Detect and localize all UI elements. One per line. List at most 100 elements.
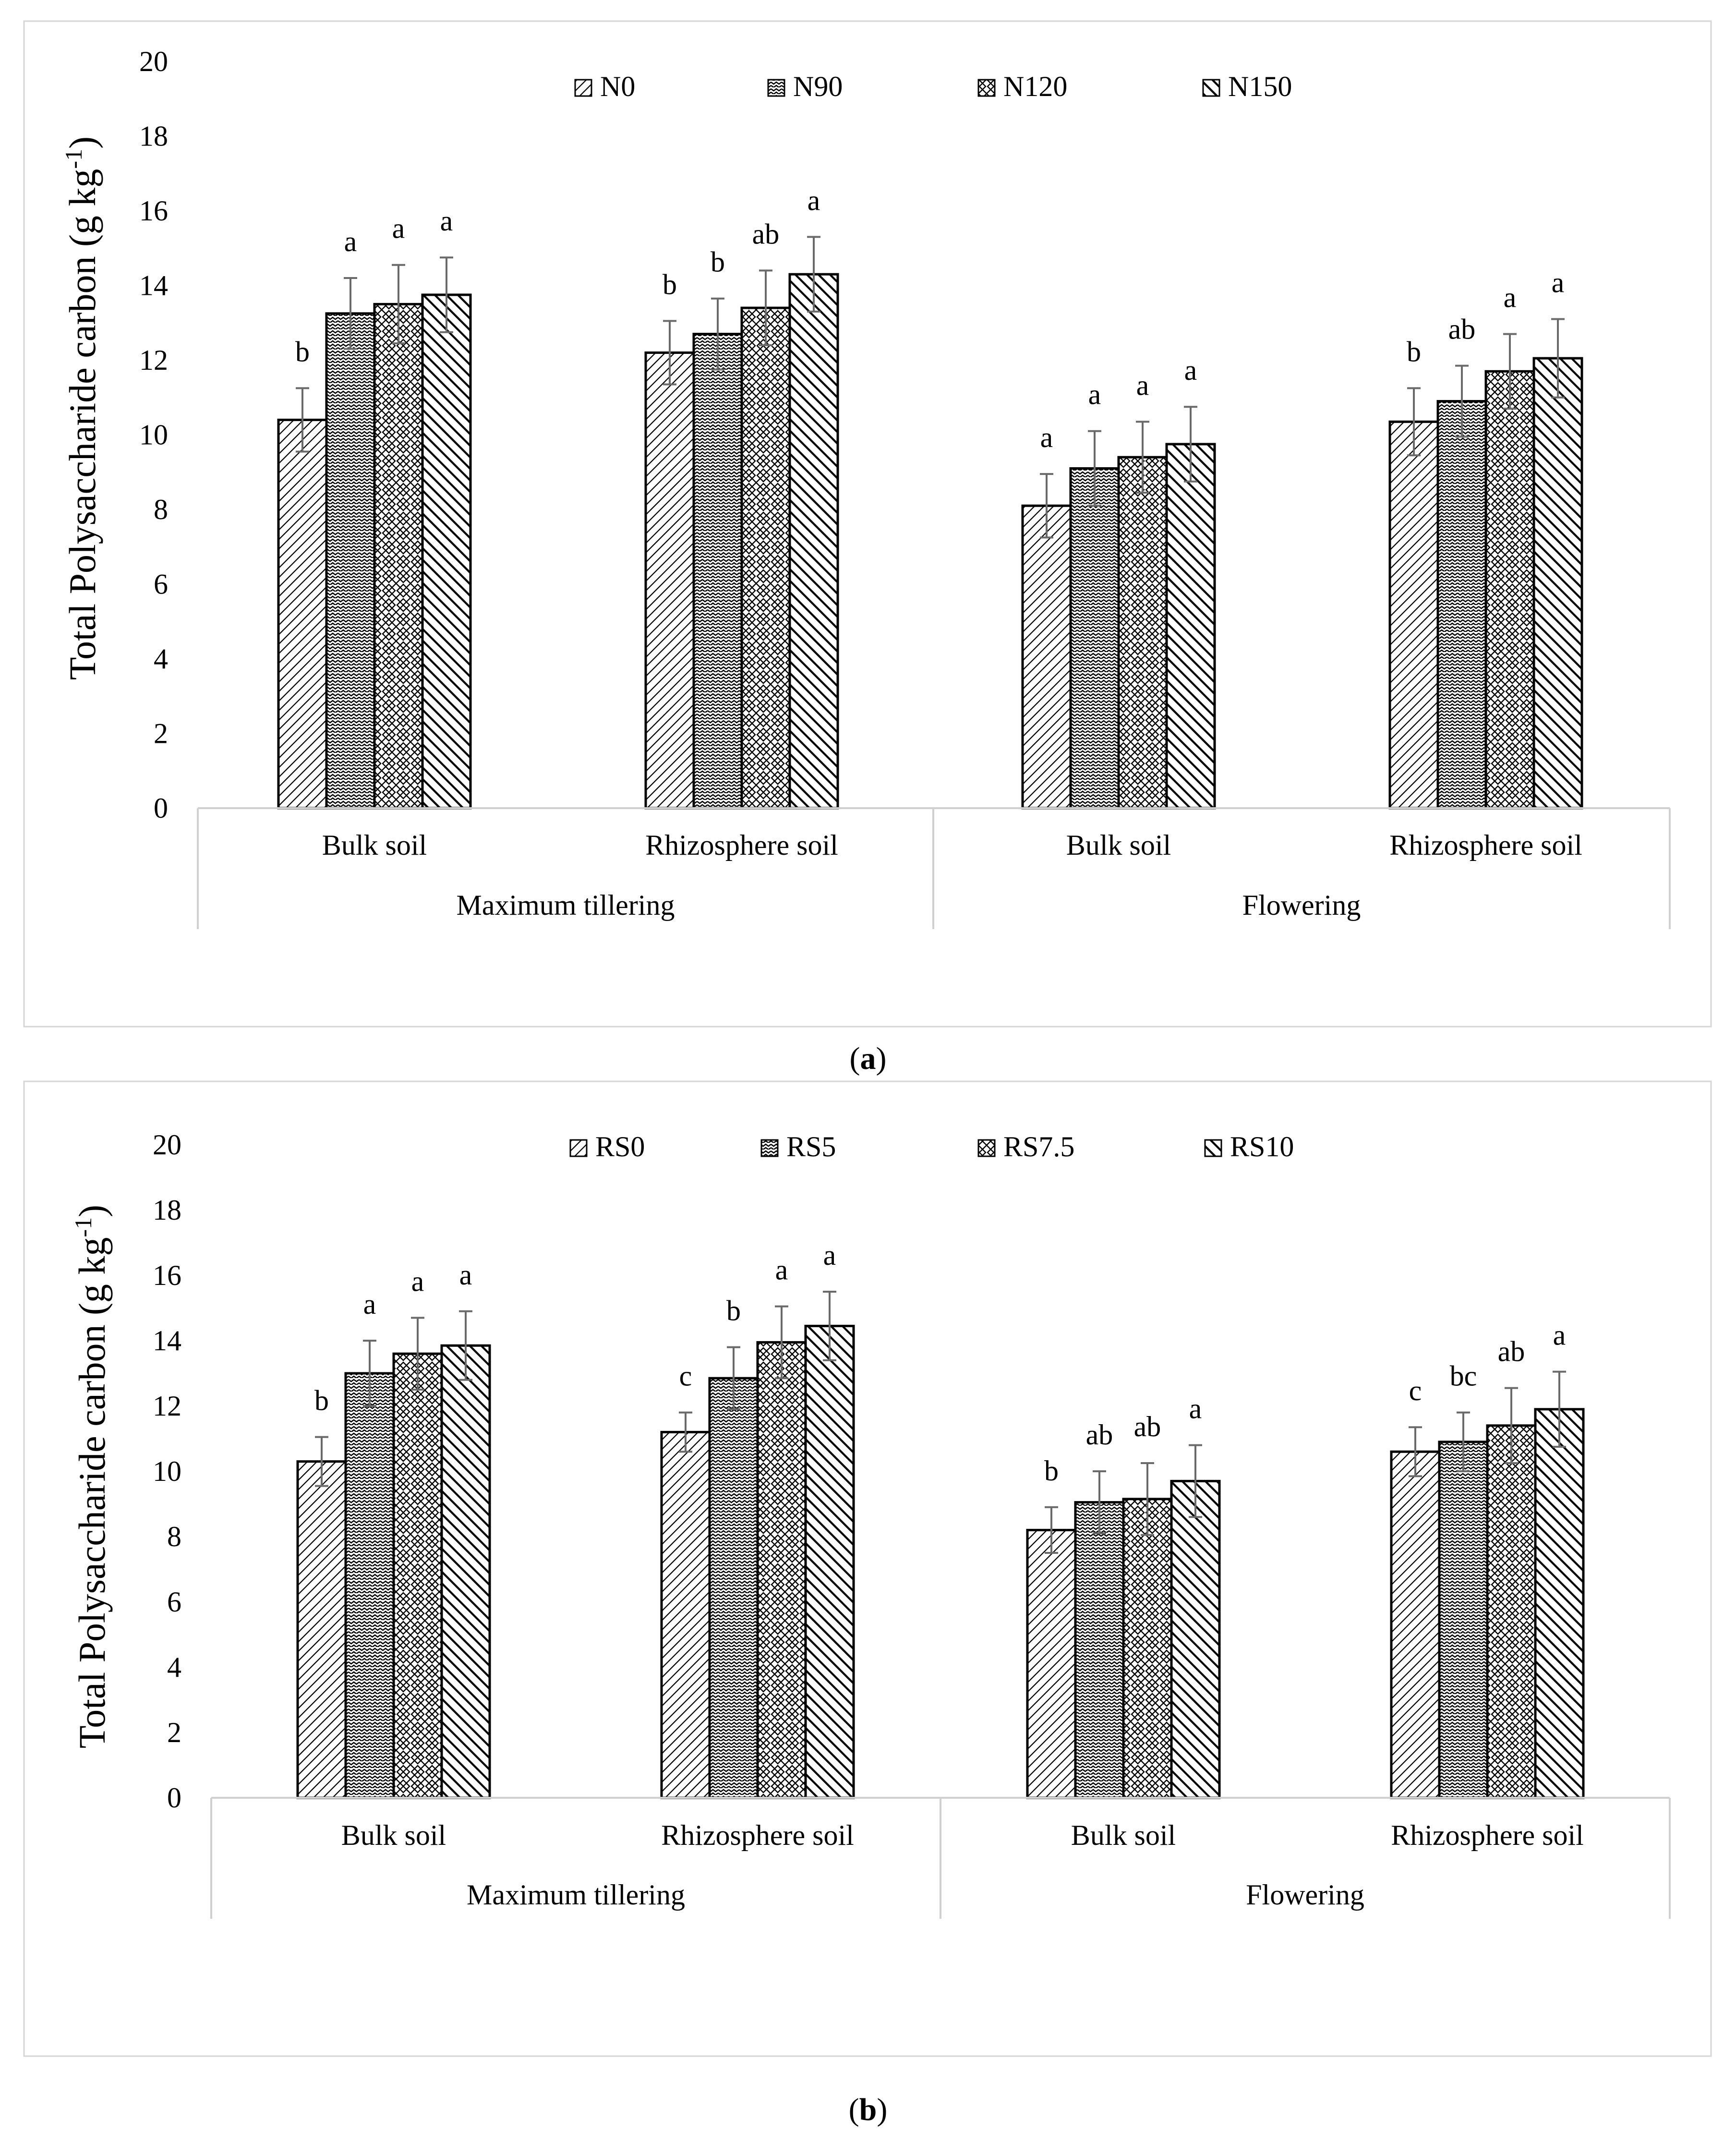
panel-a-sig-letter-n150-cat3: a: [1184, 354, 1197, 386]
panel-a-legend: N0 N90 N120 N150: [574, 71, 1292, 102]
panel-b-bar-rs10-cat1: [440, 1344, 491, 1799]
panel-a-bar-n0-cat4: [1388, 420, 1439, 810]
panel-b-error-bar-rs10-cat3: [1189, 1444, 1202, 1518]
panel-a-y-tick-0: 0: [154, 792, 168, 824]
panel-a-bar-n90-cat3: [1069, 467, 1120, 810]
panel-b-sig-letter-rs0-cat1: b: [314, 1385, 329, 1417]
panel-b-bar-rs5-cat3: [1074, 1501, 1125, 1799]
panel-b-sig-letter-rs5-cat2: b: [726, 1295, 741, 1327]
legend-item-n0: N0: [574, 71, 635, 102]
panel-a-bar-n90-cat2: [692, 333, 743, 810]
panel-a-category-label-1: Bulk soil: [322, 829, 427, 861]
legend-label-n90: N90: [793, 71, 843, 102]
panel-a-error-bar-n150-cat2: [807, 236, 820, 313]
panel-a-error-bar-n150-cat3: [1184, 406, 1197, 483]
panel-a-error-bar-n150-cat1: [440, 256, 453, 333]
panel-b-y-tick-20: 20: [153, 1129, 181, 1161]
panel-a-sig-letter-n0-cat1: b: [295, 336, 310, 367]
panel-b-error-bar-rs5-cat3: [1093, 1470, 1106, 1535]
panel-b-legend: RS0 RS5 RS7.5 RS10: [569, 1131, 1294, 1163]
panel-b-error-bar-rs7-5-cat2: [775, 1305, 788, 1380]
legend-label-rs7-5: RS7.5: [1003, 1131, 1074, 1163]
panel-b-category-label-2: Rhizosphere soil: [661, 1819, 854, 1851]
panel-b-category-label-3: Bulk soil: [1071, 1819, 1176, 1851]
legend-swatch-n90: [767, 79, 785, 97]
panel-b-label: (b): [849, 2092, 888, 2127]
panel-b-sig-letter-rs10-cat3: a: [1189, 1393, 1202, 1425]
panel-a-bar-n120-cat4: [1484, 370, 1535, 810]
panel-a-y-axis-title-end: ): [61, 136, 103, 149]
panel-a-error-bar-n120-cat4: [1503, 333, 1517, 410]
panel-a-category-label-3: Bulk soil: [1066, 829, 1171, 861]
panel-b-error-bar-rs10-cat2: [823, 1291, 836, 1361]
panel-b-y-tick-12: 12: [153, 1390, 181, 1422]
legend-label-n0: N0: [600, 71, 635, 102]
panel-b-y-tick-4: 4: [167, 1651, 181, 1683]
panel-b-error-bar-rs7-5-cat4: [1505, 1387, 1518, 1464]
panel-b-sig-letter-rs7-5-cat2: a: [775, 1254, 788, 1286]
panel-a-error-bar-n0-cat2: [663, 320, 676, 386]
panel-a-bar-n0-cat3: [1021, 504, 1072, 810]
panel-b-error-bar-rs0-cat1: [315, 1436, 328, 1487]
panel-a-label-letter: a: [860, 1041, 876, 1076]
panel-b-sig-letter-rs0-cat4: c: [1409, 1375, 1422, 1406]
panel-b-border: [23, 1080, 1712, 2057]
legend-swatch-rs10: [1204, 1139, 1222, 1157]
panel-b-bar-rs10-cat2: [804, 1324, 855, 1799]
panel-a-sig-letter-n0-cat3: a: [1040, 422, 1053, 453]
panel-b-y-tick-18: 18: [153, 1194, 181, 1226]
panel-b-bar-rs10-cat3: [1170, 1479, 1221, 1799]
panel-a-y-tick-2: 2: [154, 718, 168, 750]
legend-item-n90: N90: [767, 71, 843, 102]
panel-a: N0 N90 N120 N150 Total Polysaccharide ca…: [23, 20, 1712, 1076]
legend-label-rs10: RS10: [1230, 1131, 1294, 1163]
panel-b-y-axis-title: Total Polysaccharide carbon (g kg-1): [70, 1205, 113, 1748]
panel-b-sig-letter-rs0-cat3: b: [1044, 1455, 1059, 1487]
panel-a-error-bar-n120-cat1: [392, 264, 405, 345]
panel-a-y-tick-6: 6: [154, 569, 168, 600]
panel-a-error-bar-n90-cat4: [1455, 364, 1469, 438]
panel-a-sig-letter-n120-cat3: a: [1136, 369, 1149, 401]
panel-a-y-tick-14: 14: [139, 270, 168, 302]
panel-a-y-axis-title: Total Polysaccharide carbon (g kg-1): [60, 136, 103, 680]
panel-a-sig-letter-n90-cat4: ab: [1448, 314, 1476, 345]
panel-a-sig-letter-n120-cat2: ab: [752, 218, 780, 250]
panel-a-sig-letter-n0-cat2: b: [663, 268, 677, 300]
panel-a-sig-letter-n90-cat1: a: [344, 226, 357, 257]
panel-b-bar-rs5-cat1: [344, 1372, 395, 1799]
legend-item-n150: N150: [1202, 71, 1292, 102]
panel-a-error-bar-n0-cat3: [1040, 473, 1053, 539]
panel-b-error-bar-rs0-cat4: [1409, 1426, 1422, 1478]
panel-a-label: (a): [850, 1041, 887, 1076]
panel-a-group-label-1: Maximum tillering: [457, 889, 675, 921]
panel-b-bar-rs0-cat1: [296, 1460, 347, 1799]
panel-b-sig-letter-rs0-cat2: c: [679, 1360, 692, 1392]
panel-b-y-axis-title-end: ): [71, 1205, 113, 1217]
panel-b-bar-rs7-5-cat4: [1486, 1424, 1537, 1799]
panel-b-bar-rs0-cat2: [660, 1430, 711, 1799]
panel-b-sig-letter-rs5-cat1: a: [363, 1288, 376, 1320]
panel-a-sig-letter-n120-cat1: a: [392, 213, 405, 244]
panel-a-sig-letter-n150-cat4: a: [1552, 266, 1565, 298]
legend-label-n150: N150: [1228, 71, 1292, 102]
panel-b-error-bar-rs0-cat3: [1045, 1506, 1058, 1554]
legend-item-n120: N120: [977, 71, 1067, 102]
panel-a-bar-n0-cat2: [644, 351, 695, 810]
panel-b-group-label-2: Flowering: [1246, 1879, 1364, 1911]
panel-b-y-tick-0: 0: [167, 1782, 181, 1814]
legend-label-rs5: RS5: [786, 1131, 836, 1163]
panel-a-error-bar-n90-cat3: [1088, 430, 1101, 507]
panel-b-error-bar-rs5-cat4: [1457, 1411, 1470, 1472]
panel-b-error-bar-rs10-cat1: [459, 1310, 472, 1381]
panel-a-bar-n150-cat1: [421, 293, 472, 810]
panel-a-error-bar-n120-cat2: [759, 269, 772, 346]
panel-a-bar-n150-cat3: [1165, 443, 1216, 810]
legend-swatch-rs7-5: [977, 1139, 996, 1157]
panel-a-error-bar-n90-cat1: [344, 277, 357, 350]
panel-a-error-bar-n90-cat2: [711, 297, 724, 371]
panel-a-bar-n150-cat2: [788, 273, 839, 810]
panel-b-y-tick-10: 10: [153, 1455, 181, 1487]
panel-a-sig-letter-n90-cat3: a: [1088, 379, 1101, 411]
panel-b-error-bar-rs5-cat2: [727, 1346, 740, 1410]
